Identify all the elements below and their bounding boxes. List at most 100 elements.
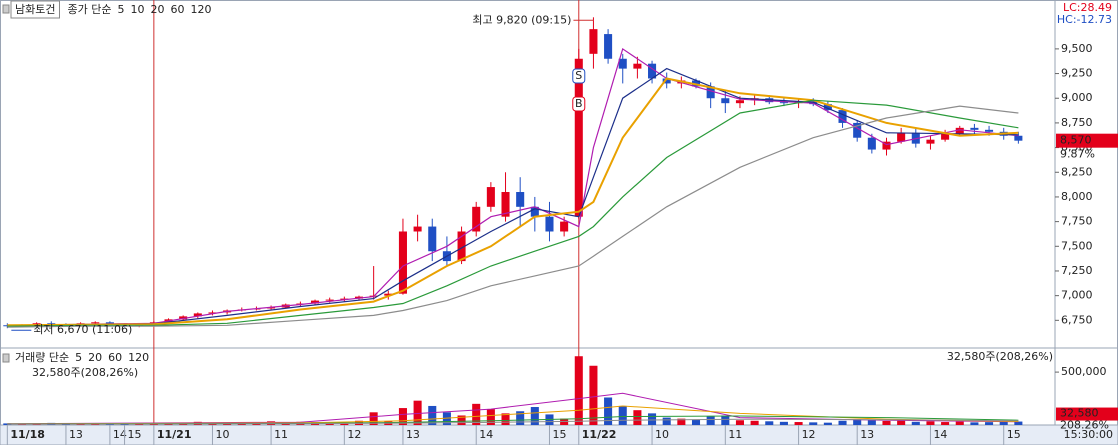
volume-bar — [809, 422, 818, 425]
volume-legend-entry: 120 — [128, 351, 149, 364]
candle-body — [413, 226, 422, 232]
volume-bar — [794, 422, 803, 425]
volume-bar — [941, 422, 950, 425]
candle-body — [1014, 135, 1023, 141]
moving-average — [7, 67, 1019, 326]
candle-body — [926, 139, 935, 144]
candle-body — [882, 141, 891, 150]
candle-body — [823, 104, 832, 111]
time-label: 15:30:00 — [1064, 428, 1113, 441]
volume-bar — [105, 424, 114, 425]
volume-bar — [501, 413, 510, 425]
last-volume-pct: 208.26% — [1060, 419, 1109, 432]
signal-box — [572, 96, 586, 112]
candle-body — [91, 322, 100, 324]
candle-body — [853, 122, 862, 138]
y-tick-label: 9,500 — [1061, 42, 1093, 55]
volume-bar — [721, 415, 730, 425]
volume-legend-entry: 5 — [75, 351, 82, 364]
volume-bar — [735, 420, 744, 425]
volume-bar — [823, 422, 832, 425]
volume-bar — [838, 420, 847, 425]
candle-body — [428, 226, 437, 252]
candle-body — [838, 110, 847, 123]
volume-bar — [457, 415, 466, 425]
y-tick-label: 8,750 — [1061, 116, 1093, 129]
candle-body — [325, 299, 334, 301]
volume-bar — [398, 408, 407, 425]
y-tick-label: 7,750 — [1061, 215, 1093, 228]
x-tick-label: 11/18 — [10, 428, 45, 441]
x-tick-label: 14 — [933, 428, 947, 441]
candle-body — [105, 322, 114, 325]
candle-body — [574, 58, 583, 217]
y-tick-label: 7,000 — [1061, 289, 1093, 302]
volume-moving-average — [7, 418, 1019, 425]
candle-body — [662, 78, 671, 84]
volume-bar — [779, 421, 788, 425]
volume-bar — [677, 418, 686, 425]
moving-average — [7, 105, 1019, 328]
candle-body — [501, 192, 510, 217]
volume-legend-icon — [2, 353, 10, 363]
hc-label: HC:-12.73 — [1057, 13, 1112, 26]
volume-bar — [706, 416, 715, 425]
x-tick-label: 11/21 — [157, 428, 192, 441]
candle-body — [618, 58, 627, 69]
volume-bar — [472, 403, 481, 425]
x-tick-label: 14 — [479, 428, 493, 441]
volume-bar — [882, 420, 891, 425]
x-tick-label: 11 — [274, 428, 288, 441]
volume-legend-label: 거래량 단순 — [15, 351, 69, 364]
volume-bar — [970, 422, 979, 425]
last-volume-box — [1056, 407, 1118, 421]
volume-bar — [369, 412, 378, 425]
y-tick-label: 9,250 — [1061, 67, 1093, 80]
annotation: 최저 6,670 (11:06) — [33, 323, 132, 336]
legend-icon — [2, 4, 10, 14]
x-tick-label: 10 — [215, 428, 229, 441]
volume-y-tick-label: 500,000 — [1061, 365, 1107, 378]
volume-bar — [530, 407, 539, 425]
volume-info-right: 32,580주(208,26%) — [947, 350, 1053, 363]
volume-bar — [135, 424, 144, 425]
candle-body — [384, 293, 393, 296]
time-axis — [0, 424, 1118, 445]
last-price: 8,570 — [1060, 134, 1092, 147]
x-tick-label: 13 — [406, 428, 420, 441]
candle-body — [267, 307, 276, 309]
candle-body — [179, 316, 188, 320]
candle-body — [955, 127, 964, 134]
candle-body — [706, 86, 715, 99]
x-tick-label: 15 — [128, 428, 142, 441]
x-tick-label: 15 — [1007, 428, 1021, 441]
x-tick-label: 12 — [802, 428, 816, 441]
legend-entry: 5 — [117, 3, 124, 16]
volume-bar — [985, 422, 994, 425]
y-tick-label: 8,250 — [1061, 165, 1093, 178]
x-tick-label: 12 — [347, 428, 361, 441]
x-tick-label: 11 — [728, 428, 742, 441]
volume-bar — [428, 405, 437, 425]
candle-body — [340, 298, 349, 300]
y-tick-label: 7,500 — [1061, 239, 1093, 252]
candle-body — [985, 129, 994, 132]
volume-info: 32,580주(208,26%) — [32, 366, 138, 379]
x-tick-label: 13 — [69, 428, 83, 441]
volume-bar — [691, 419, 701, 425]
candle-body — [545, 216, 554, 232]
volume-bar — [750, 420, 759, 425]
candle-body — [486, 187, 495, 207]
candle-body — [589, 29, 598, 54]
x-tick-label: 15 — [552, 428, 566, 441]
candle-body — [648, 63, 657, 79]
title-box — [10, 0, 60, 19]
candle-body — [604, 34, 613, 59]
volume-bar — [867, 419, 876, 425]
legend-entry: 60 — [170, 3, 184, 16]
volume-bar — [325, 423, 334, 425]
candle-body — [472, 206, 481, 232]
candle-body — [867, 137, 876, 150]
